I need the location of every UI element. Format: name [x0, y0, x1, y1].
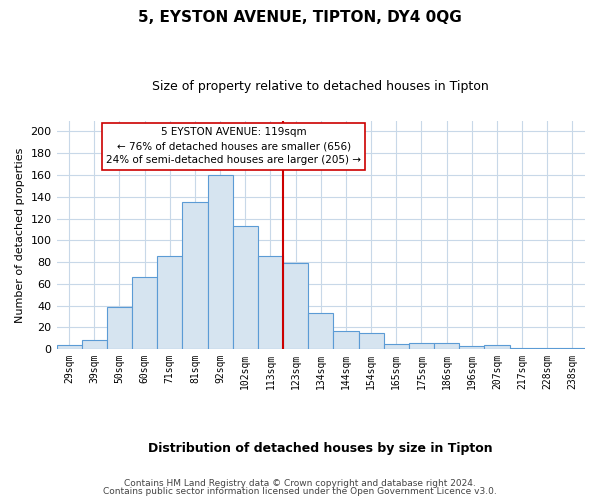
- Bar: [157, 256, 182, 349]
- Bar: [359, 333, 383, 349]
- Text: 5 EYSTON AVENUE: 119sqm
← 76% of detached houses are smaller (656)
24% of semi-d: 5 EYSTON AVENUE: 119sqm ← 76% of detache…: [106, 128, 361, 166]
- X-axis label: Distribution of detached houses by size in Tipton: Distribution of detached houses by size …: [148, 442, 493, 455]
- Bar: [208, 175, 233, 349]
- Bar: [334, 330, 359, 349]
- Title: Size of property relative to detached houses in Tipton: Size of property relative to detached ho…: [152, 80, 489, 93]
- Bar: [283, 263, 308, 349]
- Bar: [535, 348, 560, 349]
- Text: Contains public sector information licensed under the Open Government Licence v3: Contains public sector information licen…: [103, 487, 497, 496]
- Bar: [132, 278, 157, 349]
- Bar: [308, 313, 334, 349]
- Text: Contains HM Land Registry data © Crown copyright and database right 2024.: Contains HM Land Registry data © Crown c…: [124, 478, 476, 488]
- Bar: [560, 348, 585, 349]
- Bar: [82, 340, 107, 349]
- Bar: [107, 306, 132, 349]
- Bar: [56, 345, 82, 349]
- Text: 5, EYSTON AVENUE, TIPTON, DY4 0QG: 5, EYSTON AVENUE, TIPTON, DY4 0QG: [138, 10, 462, 25]
- Y-axis label: Number of detached properties: Number of detached properties: [15, 147, 25, 322]
- Bar: [383, 344, 409, 349]
- Bar: [434, 342, 459, 349]
- Bar: [258, 256, 283, 349]
- Bar: [409, 342, 434, 349]
- Bar: [459, 346, 484, 349]
- Bar: [182, 202, 208, 349]
- Bar: [509, 348, 535, 349]
- Bar: [484, 345, 509, 349]
- Bar: [233, 226, 258, 349]
